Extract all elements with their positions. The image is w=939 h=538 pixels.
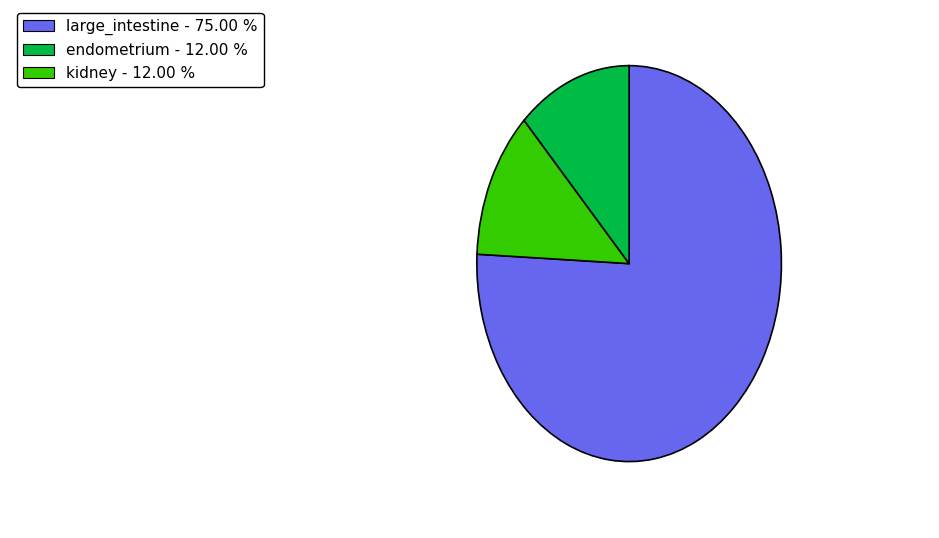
Wedge shape [477,66,781,462]
Legend: large_intestine - 75.00 %, endometrium - 12.00 %, kidney - 12.00 %: large_intestine - 75.00 %, endometrium -… [17,13,264,87]
Wedge shape [477,121,629,264]
Wedge shape [524,66,629,264]
